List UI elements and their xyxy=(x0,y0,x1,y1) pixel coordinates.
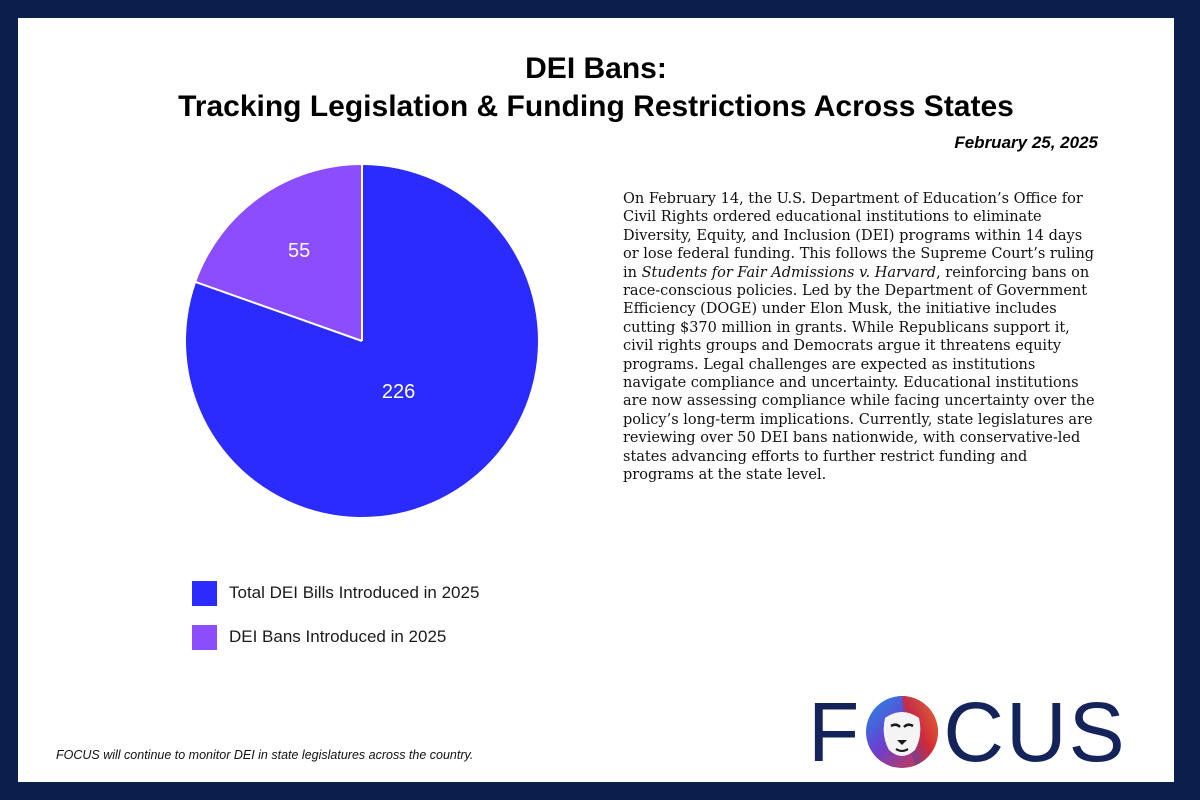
summary-text-part-2: , reinforcing bans on race-conscious pol… xyxy=(623,264,1095,484)
lion-head-icon xyxy=(866,696,939,768)
legend-label-total-bills: Total DEI Bills Introduced in 2025 xyxy=(229,583,480,602)
focus-logo: F CUS xyxy=(808,686,1127,778)
logo-letters-cus: CUS xyxy=(943,685,1127,779)
pie-slice-dei-bans xyxy=(196,165,362,341)
logo-letter-f: F xyxy=(808,685,862,779)
title-line-2: Tracking Legislation & Funding Restricti… xyxy=(178,90,1014,123)
legend-swatch-dei-bans xyxy=(192,624,217,650)
legend-swatch-total-bills xyxy=(192,580,217,606)
legend-item-dei-bans: DEI Bans Introduced in 2025 xyxy=(192,624,479,650)
pie-data-label-dei-bans: 55 xyxy=(288,240,310,262)
pie-slice-divider xyxy=(195,281,363,342)
publish-date: February 25, 2025 xyxy=(954,133,1098,152)
chart-legend: Total DEI Bills Introduced in 2025 DEI B… xyxy=(192,580,479,668)
title-line-1: DEI Bans: xyxy=(525,52,667,85)
case-name: Students for Fair Admissions v. Harvard xyxy=(641,264,937,281)
infographic-card: DEI Bans: Tracking Legislation & Funding… xyxy=(18,18,1174,782)
summary-paragraph: On February 14, the U.S. Department of E… xyxy=(623,190,1101,485)
pie-chart: 226 55 xyxy=(185,165,538,517)
legend-item-total-bills: Total DEI Bills Introduced in 2025 xyxy=(192,580,479,606)
footer-note: FOCUS will continue to monitor DEI in st… xyxy=(56,748,474,762)
pie-data-label-total-bills: 226 xyxy=(382,381,415,403)
summary-text-part-1: On February 14, the U.S. Department of E… xyxy=(623,191,1095,281)
legend-label-dei-bans: DEI Bans Introduced in 2025 xyxy=(229,627,447,646)
page-title: DEI Bans: Tracking Legislation & Funding… xyxy=(18,50,1174,126)
